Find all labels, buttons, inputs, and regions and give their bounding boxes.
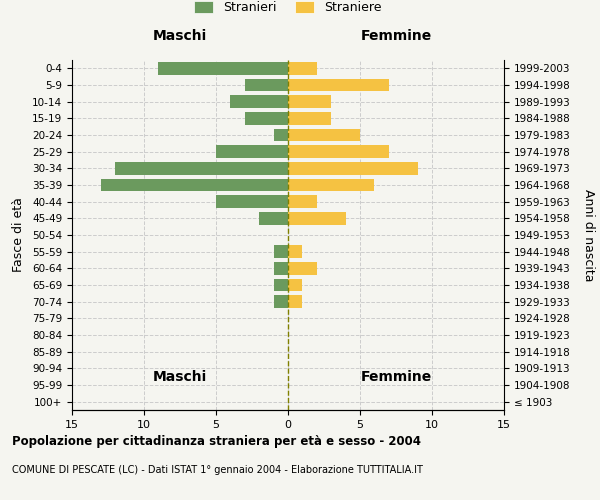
Text: COMUNE DI PESCATE (LC) - Dati ISTAT 1° gennaio 2004 - Elaborazione TUTTITALIA.IT: COMUNE DI PESCATE (LC) - Dati ISTAT 1° g… (12, 465, 423, 475)
Bar (230, 96, 288, 108)
Bar (274, 262, 288, 274)
Text: Popolazione per cittadinanza straniera per età e sesso - 2004: Popolazione per cittadinanza straniera p… (12, 435, 421, 448)
Bar (245, 79, 288, 92)
Bar (288, 246, 302, 258)
Bar (288, 79, 389, 92)
Bar (115, 162, 288, 174)
Legend: Stranieri, Straniere: Stranieri, Straniere (190, 0, 386, 20)
Y-axis label: Anni di nascita: Anni di nascita (581, 188, 595, 281)
Text: Femmine: Femmine (361, 370, 431, 384)
Bar (101, 179, 288, 192)
Bar (288, 129, 360, 141)
Bar (288, 262, 317, 274)
Bar (288, 279, 302, 291)
Text: Maschi: Maschi (153, 370, 207, 384)
Text: Femmine: Femmine (361, 28, 431, 42)
Bar (216, 196, 288, 208)
Bar (288, 96, 331, 108)
Bar (274, 246, 288, 258)
Bar (288, 179, 374, 192)
Bar (288, 112, 331, 124)
Bar (216, 146, 288, 158)
Bar (274, 279, 288, 291)
Bar (288, 296, 302, 308)
Bar (245, 112, 288, 124)
Bar (288, 196, 317, 208)
Bar (158, 62, 288, 74)
Bar (288, 212, 346, 224)
Bar (288, 162, 418, 174)
Bar (288, 146, 389, 158)
Bar (288, 62, 317, 74)
Bar (259, 212, 288, 224)
Y-axis label: Fasce di età: Fasce di età (12, 198, 25, 272)
Text: Maschi: Maschi (153, 28, 207, 42)
Bar (274, 129, 288, 141)
Bar (274, 296, 288, 308)
